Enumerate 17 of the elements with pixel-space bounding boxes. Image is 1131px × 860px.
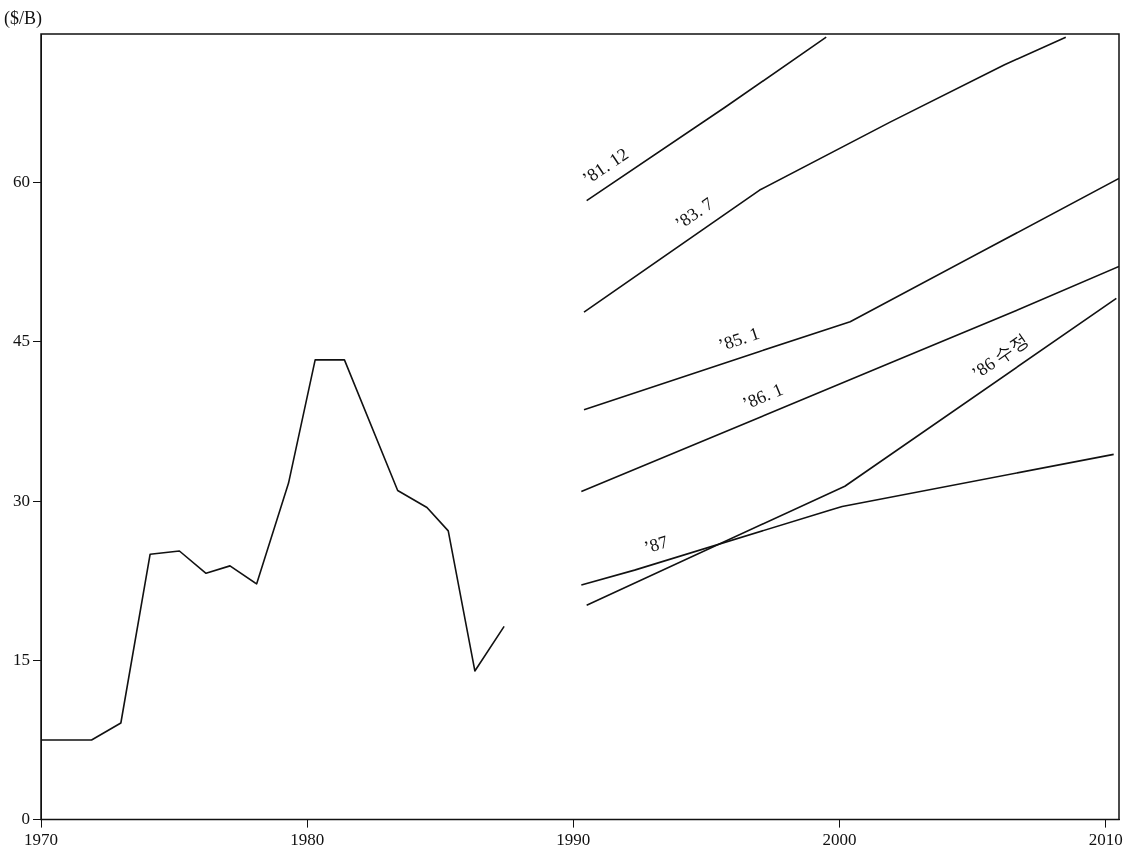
- x-tick-label: 1980: [290, 830, 325, 850]
- y-tick-label: 15: [13, 649, 30, 669]
- text: ’86. 1: [739, 379, 786, 414]
- text: ’87: [641, 531, 671, 558]
- x-tick-label: 1990: [556, 830, 591, 850]
- text: ’83. 7: [671, 193, 717, 234]
- y-tick-label: 30: [13, 490, 30, 510]
- x-tick-label: 2000: [822, 830, 857, 850]
- x-tick-label: 2010: [1088, 830, 1123, 850]
- y-tick-label: 45: [13, 331, 30, 351]
- y-axis-title: ($/B): [4, 7, 42, 29]
- y-tick-label: 60: [13, 172, 30, 192]
- text: ’86 수정: [967, 330, 1033, 384]
- x-tick-label: 1970: [24, 830, 58, 850]
- text: ’85. 1: [715, 323, 762, 356]
- text: ’81. 12: [578, 143, 632, 189]
- y-tick-label: 0: [21, 809, 30, 829]
